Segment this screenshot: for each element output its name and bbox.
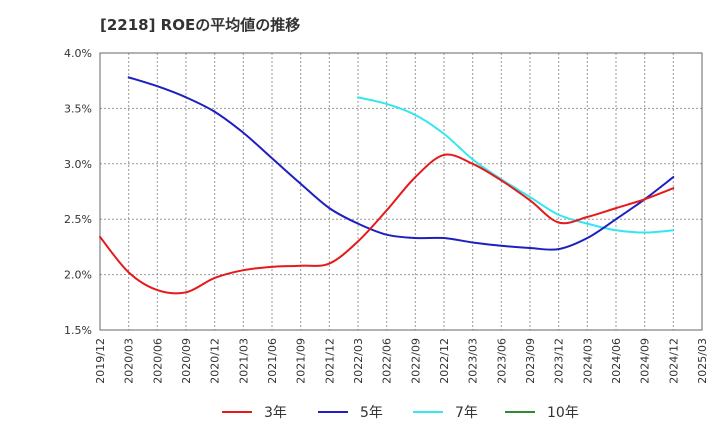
legend-label-0: 3年 (264, 405, 287, 421)
x-tick-label: 2022/03 (352, 338, 365, 384)
grid-layer (99, 52, 703, 331)
x-tick-label: 2021/06 (266, 338, 279, 384)
x-tick-label: 2024/09 (639, 338, 652, 384)
y-tick-label: 4.0% (64, 47, 92, 60)
x-tick-label: 2024/12 (667, 338, 680, 384)
legend-label-3: 10年 (547, 405, 579, 421)
x-tick-label: 2022/12 (438, 338, 451, 384)
x-tick-label: 2025/03 (696, 338, 709, 384)
series-line-0 (99, 153, 675, 295)
x-tick-label: 2024/03 (581, 338, 594, 384)
x-tick-label: 2020/03 (123, 338, 136, 384)
x-tick-label: 2023/06 (495, 338, 508, 384)
legend: 3年 5年 7年 10年 (222, 405, 579, 421)
x-tick-label: 2020/06 (151, 338, 164, 384)
legend-label-1: 5年 (360, 405, 383, 421)
x-tick-label: 2019/12 (94, 338, 107, 384)
y-tick-label: 1.5% (64, 324, 92, 337)
chart-title: [2218] ROEの平均値の推移 (100, 16, 301, 34)
x-tick-label: 2021/12 (323, 338, 336, 384)
legend-label-2: 7年 (455, 405, 478, 421)
x-tick-label: 2022/06 (381, 338, 394, 384)
series-layer (99, 76, 675, 295)
y-tick-label: 2.0% (64, 269, 92, 282)
series-line-2 (357, 96, 675, 234)
x-tick-label: 2023/09 (524, 338, 537, 384)
series-line-1 (127, 76, 675, 251)
x-tick-label: 2021/03 (237, 338, 250, 384)
x-tick-label: 2020/09 (180, 338, 193, 384)
x-tick-label: 2022/09 (409, 338, 422, 384)
x-tick-label: 2020/12 (209, 338, 222, 384)
y-tick-label: 3.5% (64, 102, 92, 115)
x-tick-label: 2023/12 (553, 338, 566, 384)
x-tick-label: 2023/03 (467, 338, 480, 384)
axis-layer: 1.5% 2.0% 2.5% 3.0% 3.5% 4.0% 2019/12 2020/03 20… (64, 47, 709, 384)
plot-frame (99, 52, 703, 331)
y-tick-label: 2.5% (64, 213, 92, 226)
x-tick-label: 2024/06 (610, 338, 623, 384)
x-tick-label: 2021/09 (295, 338, 308, 384)
y-tick-label: 3.0% (64, 158, 92, 171)
